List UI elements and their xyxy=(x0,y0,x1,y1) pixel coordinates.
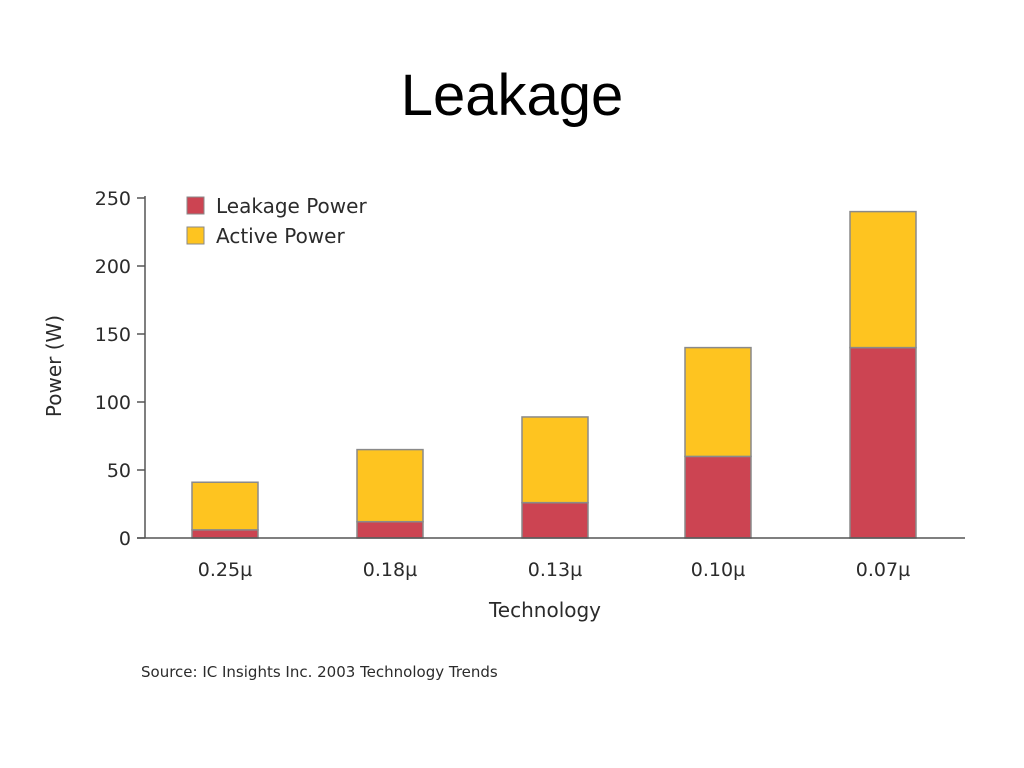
bar-leakage xyxy=(356,520,424,539)
legend: Leakage Power Active Power xyxy=(186,194,367,248)
bar-active xyxy=(191,481,259,531)
y-tick-label: 50 xyxy=(107,460,131,482)
x-tick-label: 0.13µ xyxy=(528,559,582,581)
legend-label-leakage: Leakage Power xyxy=(216,194,367,218)
y-tick-label: 250 xyxy=(95,188,131,210)
x-tick-label: 0.07µ xyxy=(856,559,910,581)
bar-active xyxy=(684,346,752,458)
bar-leakage xyxy=(191,529,259,539)
y-tick-label: 0 xyxy=(119,528,131,550)
source-note: Source: IC Insights Inc. 2003 Technology… xyxy=(141,663,498,681)
bar-active xyxy=(849,210,917,349)
bar-leakage xyxy=(684,455,752,539)
legend-label-active: Active Power xyxy=(216,224,345,248)
bar-active xyxy=(356,448,424,523)
x-tick-label: 0.10µ xyxy=(691,559,745,581)
x-ticks-group: 0.25µ 0.18µ 0.13µ 0.10µ 0.07µ xyxy=(198,559,910,581)
x-tick-label: 0.18µ xyxy=(363,559,417,581)
bars-group xyxy=(191,210,917,539)
bar-leakage xyxy=(849,346,917,539)
y-tick-label: 200 xyxy=(95,256,131,278)
y-axis-title: Power (W) xyxy=(42,315,66,417)
y-tick-label: 100 xyxy=(95,392,131,414)
y-tick-label: 150 xyxy=(95,324,131,346)
slide-title: Leakage xyxy=(400,63,624,128)
x-tick-label: 0.25µ xyxy=(198,559,252,581)
legend-swatch-active xyxy=(186,226,205,245)
y-ticks-group: 0 50 100 150 200 250 xyxy=(95,188,145,550)
legend-swatch-leakage xyxy=(186,196,205,215)
bar-leakage xyxy=(521,501,589,539)
x-axis-title: Technology xyxy=(488,598,601,622)
bar-active xyxy=(521,416,589,504)
